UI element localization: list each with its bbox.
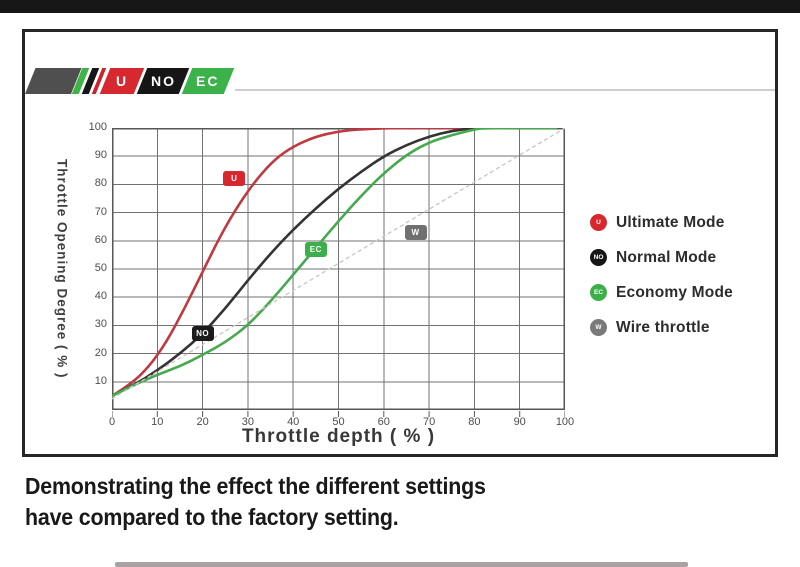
x-tick-label: 60 <box>377 416 390 428</box>
y-tick-label: 90 <box>94 149 107 162</box>
y-tick-label: 20 <box>94 346 107 359</box>
top-banner-bar <box>0 0 800 13</box>
legend-dot-w-icon: W <box>590 319 607 336</box>
throttle-curves-chart <box>110 126 566 417</box>
y-tick-label: 50 <box>94 262 107 274</box>
caption-line-2: have compared to the factory setting. <box>25 504 399 530</box>
legend-dot-u-icon: U <box>590 214 607 231</box>
logo-chip-ultimate-label: U <box>115 73 129 89</box>
x-tick-label: 20 <box>196 416 209 428</box>
y-tick-label: 60 <box>94 233 107 246</box>
legend-item-no: NO Normal Mode <box>590 249 733 266</box>
curve-badge-u: U <box>223 171 246 187</box>
y-tick-label: 80 <box>94 177 107 190</box>
legend-label: Wire throttle <box>616 318 710 336</box>
logo-chip-normal: NO <box>136 68 190 94</box>
legend-item-w: W Wire throttle <box>590 319 733 336</box>
x-tick-label: 70 <box>422 416 436 428</box>
x-tick-label: 30 <box>241 416 255 428</box>
x-tick-label: 90 <box>513 416 526 428</box>
y-tick-label: 70 <box>94 205 107 218</box>
figure-caption: Demonstrating the effect the different s… <box>25 471 486 533</box>
brand-logo: U NO EC <box>25 68 775 94</box>
cut-off-bottom-element <box>115 562 688 567</box>
logo-chip-normal-label: NO <box>150 73 176 89</box>
legend-label: Economy Mode <box>616 283 733 301</box>
x-tick-label: 0 <box>108 416 116 428</box>
x-tick-label: 50 <box>332 416 345 428</box>
y-tick-label: 100 <box>88 121 107 133</box>
x-tick-label: 10 <box>151 416 164 428</box>
logo-chip-economy: EC <box>181 68 235 94</box>
chart-legend: U Ultimate Mode NO Normal Mode EC Economy Mod… <box>590 214 733 354</box>
legend-dot-ec-icon: EC <box>590 284 607 301</box>
legend-item-ec: EC Economy Mode <box>590 284 733 301</box>
y-tick-label: 30 <box>94 318 107 331</box>
x-tick-label: 40 <box>287 416 300 428</box>
x-tick-label: 80 <box>468 416 481 428</box>
caption-line-1: Demonstrating the effect the different s… <box>25 473 486 499</box>
y-tick-label: 10 <box>94 374 107 387</box>
legend-label: Normal Mode <box>616 248 717 266</box>
legend-item-u: U Ultimate Mode <box>590 214 733 231</box>
x-tick-label: 100 <box>555 416 575 428</box>
legend-dot-no-icon: NO <box>590 249 607 266</box>
legend-label: Ultimate Mode <box>616 213 725 231</box>
logo-horizontal-rule <box>235 89 775 91</box>
plot-area: U NO EC W <box>110 126 566 418</box>
logo-chip-economy-label: EC <box>196 73 220 89</box>
x-axis-title: Throttle depth ( % ) <box>241 426 436 447</box>
curve-badge-ec: EC <box>304 241 327 257</box>
y-axis-title: Throttle Opening Degree ( % ) <box>54 159 70 379</box>
curve-badge-w: W <box>404 224 427 240</box>
curve-badge-no: NO <box>191 326 214 342</box>
y-tick-label: 40 <box>94 290 107 303</box>
